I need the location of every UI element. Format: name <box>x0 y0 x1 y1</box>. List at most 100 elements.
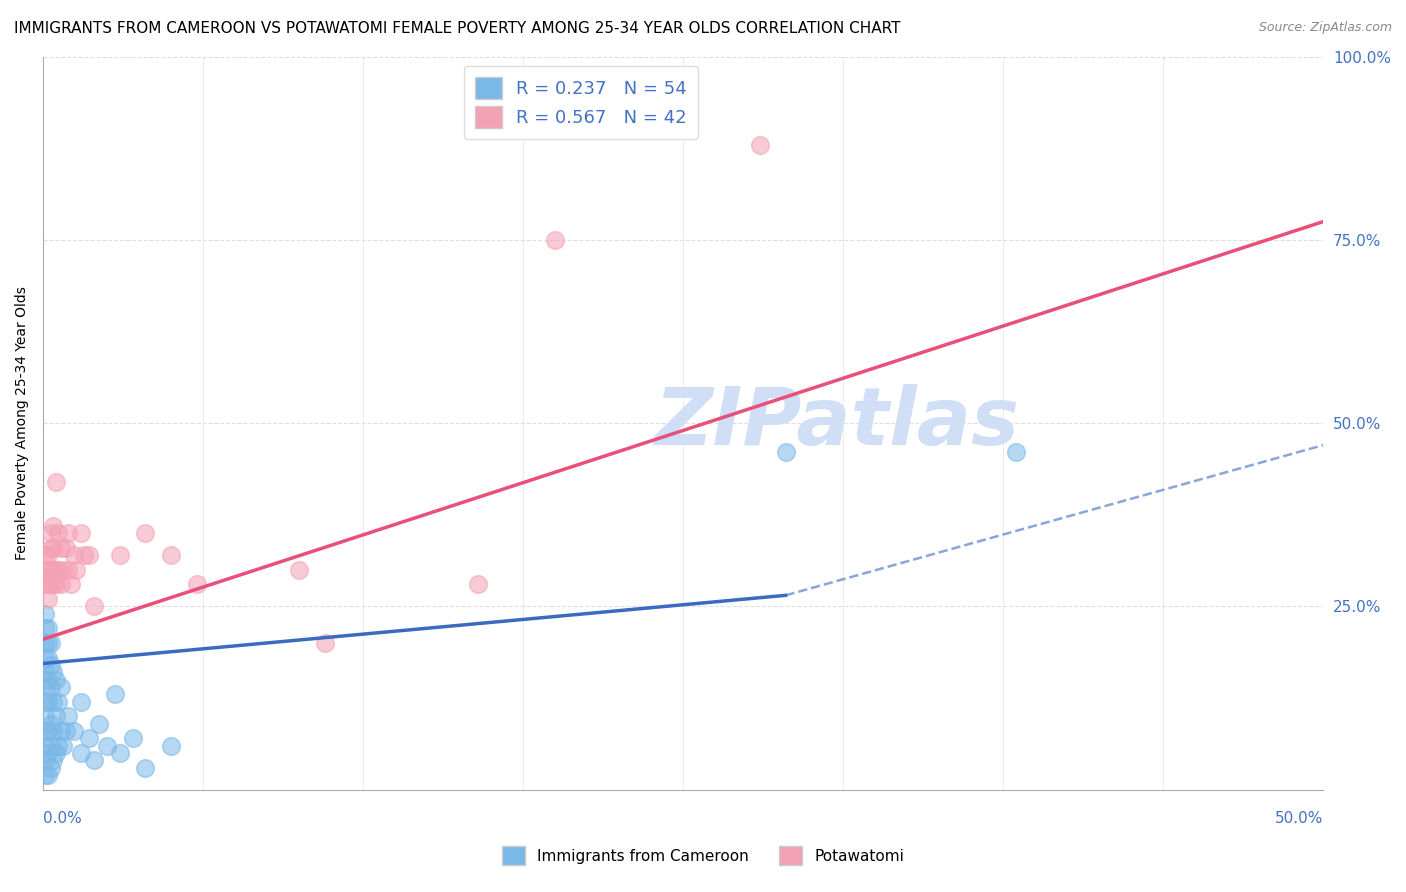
Point <box>467 577 489 591</box>
Point <box>37 650 59 665</box>
Point <box>58 709 80 723</box>
Point <box>37 746 59 760</box>
Point <box>73 548 96 562</box>
Point <box>83 599 105 614</box>
Point <box>39 761 62 775</box>
Legend: Immigrants from Cameroon, Potawatomi: Immigrants from Cameroon, Potawatomi <box>496 840 910 871</box>
Point <box>160 739 183 753</box>
Point <box>39 716 62 731</box>
Point <box>45 673 67 687</box>
Point <box>89 716 111 731</box>
Point <box>49 541 72 555</box>
Point <box>49 577 72 591</box>
Point <box>34 548 56 562</box>
Text: ZIPatlas: ZIPatlas <box>654 384 1019 462</box>
Point <box>134 526 156 541</box>
Text: 0.0%: 0.0% <box>44 811 82 826</box>
Point <box>46 526 69 541</box>
Point <box>45 746 67 760</box>
Point <box>37 723 59 738</box>
Point <box>42 723 65 738</box>
Point <box>314 636 336 650</box>
Point <box>77 731 100 746</box>
Point <box>34 577 56 591</box>
Point <box>288 563 311 577</box>
Point <box>34 680 56 694</box>
Point <box>42 541 65 555</box>
Point <box>60 577 83 591</box>
Point <box>34 607 56 621</box>
Point <box>49 723 72 738</box>
Point <box>39 636 62 650</box>
Point <box>37 673 59 687</box>
Point <box>1005 445 1028 459</box>
Point <box>55 723 77 738</box>
Point <box>83 753 105 767</box>
Point <box>37 768 59 782</box>
Point <box>37 548 59 562</box>
Point <box>49 680 72 694</box>
Text: IMMIGRANTS FROM CAMEROON VS POTAWATOMI FEMALE POVERTY AMONG 25-34 YEAR OLDS CORR: IMMIGRANTS FROM CAMEROON VS POTAWATOMI F… <box>14 21 901 36</box>
Point <box>62 548 84 562</box>
Point <box>37 636 59 650</box>
Point <box>45 563 67 577</box>
Point <box>39 577 62 591</box>
Point <box>39 563 62 577</box>
Point <box>96 739 118 753</box>
Point <box>55 541 77 555</box>
Text: 50.0%: 50.0% <box>1275 811 1323 826</box>
Point <box>39 541 62 555</box>
Point <box>37 592 59 607</box>
Point <box>121 731 143 746</box>
Point <box>34 563 56 577</box>
Point <box>42 665 65 680</box>
Point <box>134 761 156 775</box>
Point <box>37 695 59 709</box>
Point <box>108 548 131 562</box>
Point <box>42 577 65 591</box>
Point <box>52 563 75 577</box>
Point <box>34 768 56 782</box>
Point <box>160 548 183 562</box>
Point <box>70 526 93 541</box>
Y-axis label: Female Poverty Among 25-34 Year Olds: Female Poverty Among 25-34 Year Olds <box>15 286 30 560</box>
Text: Source: ZipAtlas.com: Source: ZipAtlas.com <box>1258 21 1392 34</box>
Point <box>34 665 56 680</box>
Point <box>70 746 93 760</box>
Point <box>34 709 56 723</box>
Point <box>58 526 80 541</box>
Point <box>37 563 59 577</box>
Point <box>77 548 100 562</box>
Point <box>46 563 69 577</box>
Point <box>34 636 56 650</box>
Point <box>65 563 87 577</box>
Point <box>58 563 80 577</box>
Legend: R = 0.237   N = 54, R = 0.567   N = 42: R = 0.237 N = 54, R = 0.567 N = 42 <box>464 66 697 138</box>
Point <box>46 739 69 753</box>
Point <box>186 577 208 591</box>
Point <box>34 650 56 665</box>
Point <box>37 621 59 635</box>
Point <box>39 657 62 672</box>
Point <box>37 577 59 591</box>
Point <box>46 695 69 709</box>
Point <box>45 577 67 591</box>
Point <box>42 695 65 709</box>
Point <box>45 475 67 489</box>
Point <box>34 695 56 709</box>
Point <box>34 621 56 635</box>
Point <box>104 687 127 701</box>
Point <box>108 746 131 760</box>
Point <box>45 709 67 723</box>
Point <box>544 233 567 247</box>
Point <box>70 695 93 709</box>
Point <box>42 563 65 577</box>
Point <box>39 526 62 541</box>
Point <box>39 739 62 753</box>
Point <box>34 739 56 753</box>
Point <box>62 723 84 738</box>
Point <box>42 518 65 533</box>
Point <box>748 137 770 152</box>
Point <box>39 680 62 694</box>
Point <box>42 753 65 767</box>
